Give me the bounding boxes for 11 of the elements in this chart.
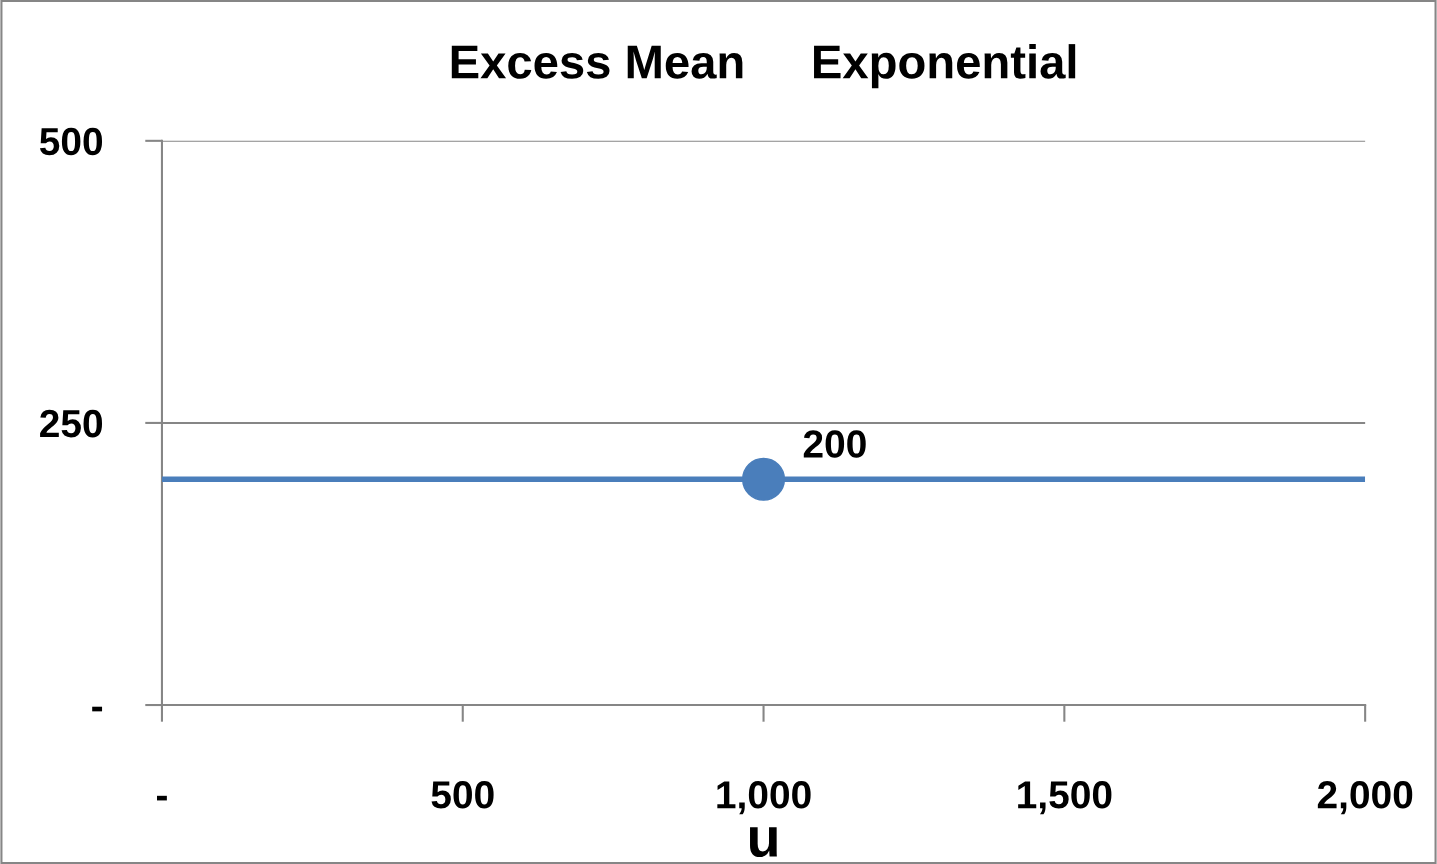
x-tick-label: 1,500 [1018,781,1112,815]
x-tick-label: 1,000 [717,781,811,815]
chart-title: Excess Mean Exponential [451,44,1076,89]
y-tick-label: 500 [39,127,103,156]
x-tick-label: 2,000 [1317,781,1413,815]
y-tick-label: - [92,706,103,712]
y-tick-label: 250 [40,409,103,438]
x-axis-title: u [750,827,777,858]
data-label: 200 [803,430,866,458]
x-tick-label: 500 [431,781,494,809]
x-tick-label: - [156,795,167,801]
